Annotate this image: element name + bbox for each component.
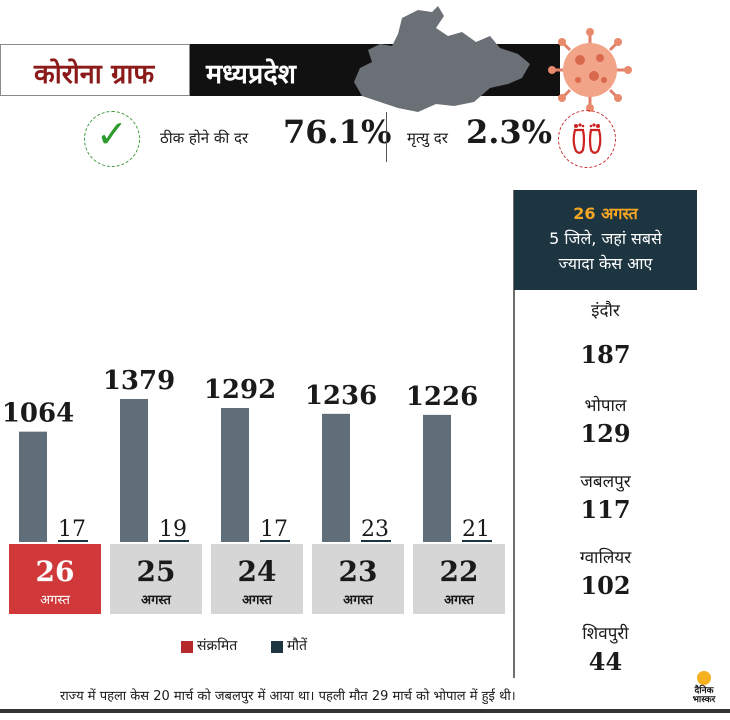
- date-day-label: 26: [36, 555, 75, 588]
- feet-icon: [572, 123, 602, 154]
- sidebar-subtitle-line2: ज्यादा केस आए: [558, 254, 653, 273]
- date-day-label: 25: [137, 555, 176, 588]
- infected-bar: [221, 408, 249, 542]
- state-name: मध्यप्रदेश: [206, 59, 297, 90]
- district-name: भोपाल: [584, 396, 627, 416]
- footer-note: राज्य में पहला केस 20 मार्च को जबलपुर मे…: [60, 689, 516, 704]
- infected-bar: [120, 399, 148, 542]
- legend-label-deaths: मौतें: [287, 638, 307, 654]
- district-value: 129: [580, 419, 631, 448]
- sidebar-subtitle-line1: 5 जिले, जहां सबसे: [549, 229, 662, 248]
- infected-value-label: 1226: [406, 382, 478, 412]
- stats-divider: [386, 112, 387, 162]
- death-badge: [558, 110, 616, 168]
- recovery-value: 76.1%: [283, 113, 392, 151]
- death-rate-label: मृत्यु दर: [407, 129, 448, 147]
- date-day-label: 22: [440, 555, 479, 588]
- footer-rule: [0, 709, 730, 713]
- legend-label-infected: संक्रमित: [197, 638, 238, 654]
- date-box: [211, 544, 303, 614]
- infected-value-label: 1064: [2, 399, 74, 429]
- date-month-label: अगस्त: [141, 593, 171, 608]
- district-value: 117: [580, 495, 631, 524]
- deaths-value-label: 17: [260, 517, 288, 542]
- date-day-label: 23: [339, 555, 378, 588]
- infected-value-label: 1379: [103, 366, 175, 396]
- title-box: [0, 44, 190, 96]
- date-day-label: 24: [238, 555, 277, 588]
- date-month-label: अगस्त: [343, 593, 373, 608]
- recovery-label: ठीक होने की दर: [160, 129, 249, 147]
- infected-value-label: 1292: [204, 375, 276, 405]
- cases-chart: 1064 17 26 अगस्त 1379 19 25 अगस्त 1292 17 24 अगस्त 1…: [2, 366, 505, 614]
- recovery-badge: [84, 111, 140, 167]
- deaths-bar: [462, 540, 492, 542]
- deaths-bar: [260, 540, 290, 542]
- sidebar-date: 26 अगस्त: [573, 204, 638, 223]
- deaths-value-label: 19: [159, 517, 187, 542]
- date-box: [110, 544, 202, 614]
- state-map-icon: [354, 6, 530, 112]
- infected-bar: [322, 413, 350, 542]
- infected-bar: [19, 431, 47, 542]
- date-month-label: अगस्त: [40, 593, 70, 608]
- legend-swatch-deaths: [271, 641, 283, 653]
- district-value: 187: [580, 340, 631, 369]
- logo-line2: भास्कर: [693, 695, 716, 704]
- sidebar-divider: [513, 190, 515, 678]
- district-name: इंदौर: [591, 301, 620, 321]
- date-month-label: अगस्त: [444, 593, 474, 608]
- date-box: [312, 544, 404, 614]
- map-shape: [354, 6, 530, 112]
- death-rate-value: 2.3%: [466, 113, 553, 151]
- date-month-label: अगस्त: [242, 593, 272, 608]
- logo-sun: [697, 671, 711, 685]
- deaths-bar: [159, 540, 189, 542]
- check-icon: ✓: [96, 112, 128, 156]
- deaths-bar: [58, 540, 88, 542]
- deaths-bar: [361, 540, 391, 542]
- legend-swatch-infected: [181, 641, 193, 653]
- deaths-value-label: 21: [462, 517, 490, 542]
- deaths-value-label: 23: [361, 517, 389, 542]
- virus-icon: [548, 28, 632, 112]
- logo-line1: दैनिक: [693, 684, 714, 696]
- publisher-logo: दैनिक भास्कर: [693, 671, 716, 704]
- district-value: 44: [588, 647, 623, 676]
- deaths-value-label: 17: [58, 517, 86, 542]
- district-name: जबलपुर: [580, 472, 631, 492]
- infected-bar: [423, 414, 451, 542]
- page-title: कोरोना ग्राफ: [34, 59, 155, 90]
- district-value: 102: [580, 571, 631, 600]
- district-name: ग्वालियर: [579, 548, 632, 568]
- date-box: [413, 544, 505, 614]
- district-name: शिवपुरी: [582, 624, 629, 644]
- infected-value-label: 1236: [305, 381, 377, 411]
- date-box: [9, 544, 101, 614]
- sidebar-header: 26 अगस्त 5 जिले, जहां सबसे ज्यादा केस आए: [514, 190, 697, 290]
